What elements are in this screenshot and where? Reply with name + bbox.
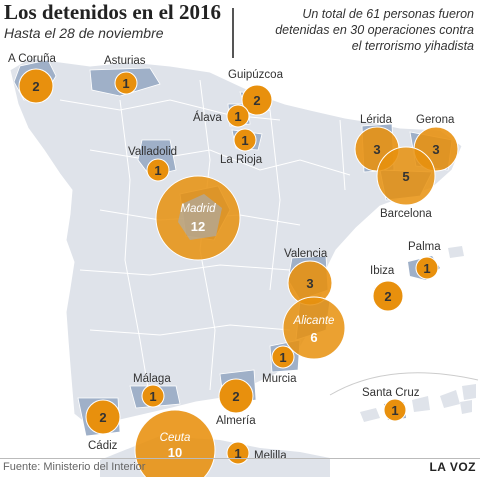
svg-text:Málaga: Málaga [133,373,171,385]
note-divider [232,8,234,58]
source-credit: Fuente: Ministerio del Interior [3,461,146,473]
marker-valladolid: Valladolid 1 [128,146,177,182]
svg-text:1: 1 [391,403,398,418]
svg-text:1: 1 [149,389,156,404]
marker-ibiza: Ibiza 2 [370,265,404,312]
svg-text:1: 1 [234,446,241,461]
marker-palma: Palma 1 [408,241,441,280]
svg-text:Valencia: Valencia [284,248,328,260]
marker-alava: Álava 1 [193,104,250,128]
svg-text:2: 2 [232,389,239,404]
svg-text:2: 2 [32,79,39,94]
marker-valencia: Valencia 3 [284,248,333,306]
svg-text:Asturias: Asturias [104,55,146,67]
svg-text:Madrid: Madrid [180,203,216,215]
marker-malaga: Málaga 1 [133,373,171,408]
marker-ceuta: Ceuta 10 [134,409,216,477]
svg-text:Palma: Palma [408,241,441,253]
svg-text:Murcia: Murcia [262,373,297,385]
svg-text:10: 10 [168,445,182,460]
marker-a-coruna: A Coruña 2 [8,53,57,104]
svg-text:Alicante: Alicante [293,315,335,327]
svg-text:Gerona: Gerona [416,114,455,126]
svg-text:Ceuta: Ceuta [160,432,191,444]
marker-guipuzcoa: Guipúzcoa 2 [228,69,284,116]
svg-text:1: 1 [423,261,430,276]
svg-text:1: 1 [241,133,248,148]
svg-text:3: 3 [306,276,313,291]
svg-text:Melilla: Melilla [254,450,287,462]
svg-text:La Rioja: La Rioja [220,154,263,166]
svg-text:3: 3 [373,142,380,157]
svg-text:5: 5 [402,169,409,184]
page-subtitle: Hasta el 28 de noviembre [4,25,164,41]
summary-note: Un total de 61 personas fueron detenidas… [275,7,474,53]
svg-text:Lérida: Lérida [360,114,393,126]
marker-melilla: Melilla 1 [226,441,287,465]
marker-barcelona: Barcelona 5 [376,146,436,220]
svg-text:1: 1 [154,163,161,178]
svg-text:2: 2 [384,289,391,304]
svg-text:2: 2 [99,410,106,425]
svg-text:Cádiz: Cádiz [88,440,118,452]
marker-murcia: Murcia 1 [262,345,297,385]
svg-text:1: 1 [234,109,241,124]
svg-text:1: 1 [279,350,286,365]
brand-logo-text: LA VOZ [429,460,476,474]
svg-text:A Coruña: A Coruña [8,53,57,65]
marker-cadiz: Cádiz 2 [85,399,121,452]
marker-alicante: Alicante 6 [282,296,346,360]
canary-inset-line [329,372,479,396]
svg-text:Almería: Almería [216,415,256,427]
detention-markers: A Coruña 2 Asturias 1 Guipúzcoa 2 Álava … [8,53,459,477]
svg-text:Ibiza: Ibiza [370,265,395,277]
svg-text:6: 6 [310,330,317,345]
portugal-area [8,128,74,370]
svg-text:Barcelona: Barcelona [380,208,432,220]
svg-text:12: 12 [191,219,205,234]
marker-almeria: Almería 2 [216,378,256,427]
svg-text:3: 3 [432,142,439,157]
marker-asturias: Asturias 1 [104,55,146,95]
marker-santa-cruz: Santa Cruz 1 [362,387,420,422]
svg-text:1: 1 [122,76,129,91]
svg-text:Álava: Álava [193,111,222,124]
page-title: Los detenidos en el 2016 [4,0,222,24]
marker-madrid: Madrid 12 [155,175,241,261]
marker-la-rioja: La Rioja 1 [220,128,263,166]
svg-text:Guipúzcoa: Guipúzcoa [228,69,284,81]
svg-text:Santa Cruz: Santa Cruz [362,387,420,399]
svg-text:Valladolid: Valladolid [128,146,177,158]
footer-divider [0,458,480,459]
svg-text:2: 2 [253,93,260,108]
